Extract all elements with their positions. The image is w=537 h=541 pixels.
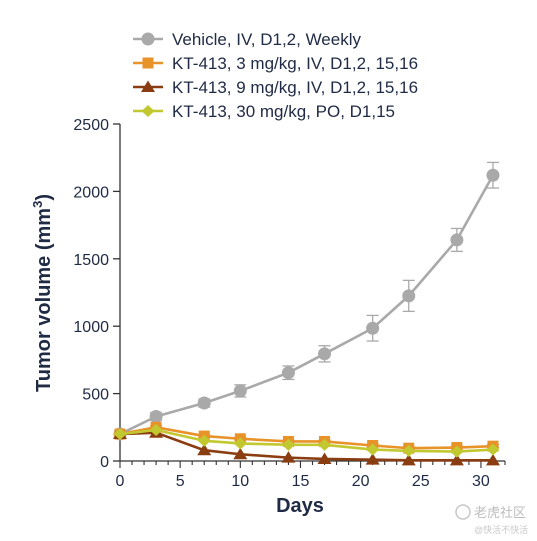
- y-tick-label: 1000: [73, 319, 109, 336]
- data-point: [281, 366, 295, 380]
- data-point: [401, 453, 416, 466]
- data-point: [449, 453, 464, 466]
- data-point: [197, 396, 211, 410]
- plot-area: [113, 161, 500, 466]
- y-tick-label: 2000: [73, 184, 109, 201]
- y-tick-label: 500: [82, 387, 109, 404]
- data-point: [366, 321, 380, 335]
- data-point: [113, 428, 127, 441]
- watermark: 老虎社区 @快活不快活: [455, 504, 528, 535]
- data-point: [233, 447, 248, 460]
- legend-item-1: Vehicle, IV, D1,2, Weekly: [133, 30, 361, 49]
- data-point: [450, 233, 464, 247]
- data-point: [149, 410, 163, 424]
- legend-label: KT-413, 3 mg/kg, IV, D1,2, 15,16: [172, 54, 418, 73]
- legend-item-2: KT-413, 3 mg/kg, IV, D1,2, 15,16: [133, 54, 418, 73]
- series-line: [119, 425, 494, 450]
- legend-label: Vehicle, IV, D1,2, Weekly: [172, 30, 361, 49]
- series-line: [119, 428, 494, 453]
- data-point: [366, 443, 380, 456]
- data-point: [197, 443, 212, 456]
- legend-marker: [141, 80, 155, 92]
- data-point: [233, 384, 247, 398]
- data-point: [318, 347, 332, 361]
- x-tick-label: 15: [292, 473, 310, 490]
- x-tick-label: 0: [116, 473, 125, 490]
- data-point: [485, 453, 500, 466]
- legend-label: KT-413, 30 mg/kg, PO, D1,15: [172, 102, 395, 121]
- x-axis-title: Days: [276, 495, 324, 517]
- series-4: [113, 423, 500, 458]
- y-ticks: 0 500 1000 1500 2000 2500: [73, 117, 120, 471]
- watermark-main-text: 老虎社区: [474, 505, 526, 520]
- legend-item-3: KT-413, 9 mg/kg, IV, D1,2, 15,16: [133, 78, 418, 97]
- data-point: [149, 423, 163, 436]
- x-tick-label: 10: [231, 473, 249, 490]
- legend-marker: [141, 105, 155, 117]
- data-point: [197, 434, 211, 447]
- series-1: [113, 161, 500, 441]
- series-line: [119, 431, 493, 462]
- data-point: [402, 444, 416, 457]
- data-point: [281, 451, 296, 463]
- data-point: [281, 438, 295, 451]
- legend-item-4: KT-413, 30 mg/kg, PO, D1,15: [133, 102, 395, 121]
- data-point: [486, 168, 500, 182]
- x-tick-label: 30: [472, 473, 490, 490]
- legend-marker: [141, 32, 155, 46]
- y-tick-label: 0: [100, 454, 109, 471]
- data-point: [365, 453, 380, 465]
- x-tick-label: 5: [176, 473, 185, 490]
- watermark-icon: [455, 504, 471, 520]
- data-point: [402, 289, 416, 303]
- x-ticks: 0 5 10 15 20 25 30: [116, 461, 506, 490]
- x-tick-label: 20: [352, 473, 370, 490]
- data-point: [233, 437, 247, 450]
- data-point: [486, 443, 500, 456]
- y-tick-label: 2500: [73, 117, 109, 134]
- data-point: [318, 438, 332, 451]
- legend-label: KT-413, 9 mg/kg, IV, D1,2, 15,16: [172, 78, 418, 97]
- x-tick-label: 25: [412, 473, 430, 490]
- data-point: [450, 445, 464, 458]
- watermark-sub-text: @快活不快活: [474, 524, 528, 535]
- axes: 0 500 1000 1500 2000 2500 0 5 10 15 20 25 30: [73, 117, 506, 490]
- legend: Vehicle, IV, D1,2, Weekly KT-413, 3 mg/kg…: [133, 30, 418, 121]
- series-line: [119, 174, 495, 436]
- legend-marker: [142, 57, 154, 69]
- y-axis-title: Tumor volume (mm3): [30, 194, 55, 392]
- data-point: [317, 452, 332, 464]
- y-tick-label: 1500: [73, 252, 109, 269]
